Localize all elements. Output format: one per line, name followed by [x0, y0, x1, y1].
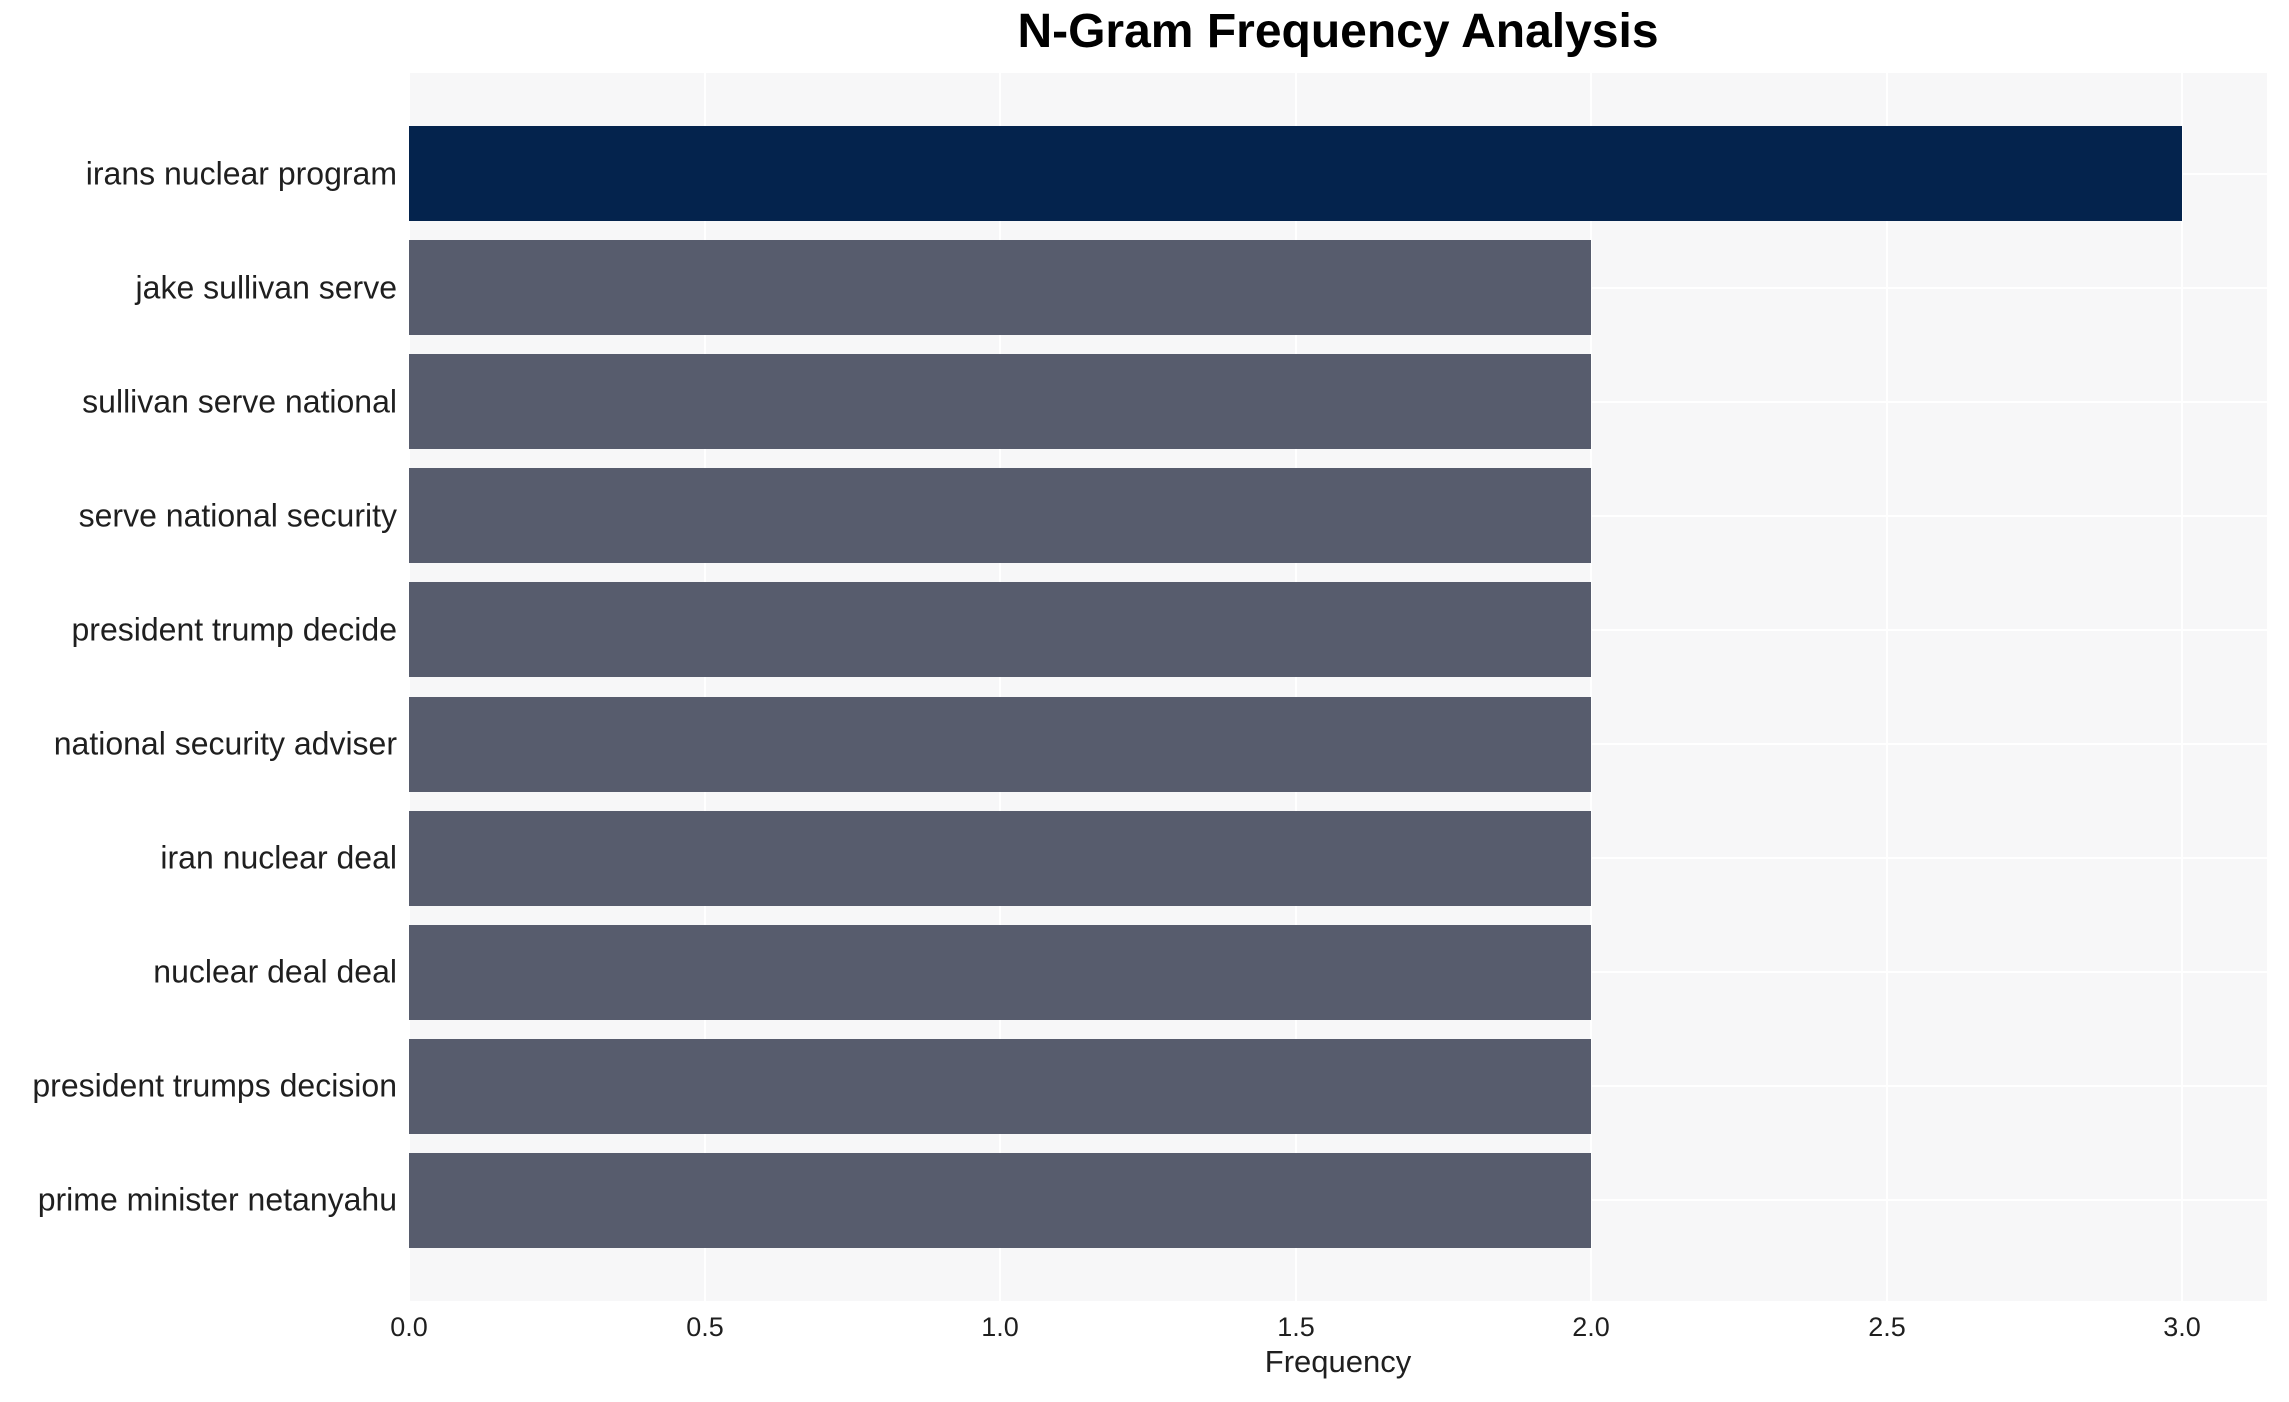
bar	[409, 126, 2182, 221]
y-tick-label: national security adviser	[53, 725, 397, 762]
plot-area	[409, 73, 2267, 1301]
bar	[409, 1153, 1591, 1248]
y-tick-label: sullivan serve national	[82, 383, 397, 420]
bar	[409, 697, 1591, 792]
gridline-vertical	[1295, 73, 1297, 1301]
y-tick-label: nuclear deal deal	[153, 953, 397, 990]
bar	[409, 811, 1591, 906]
y-tick-label: president trumps decision	[32, 1067, 397, 1104]
y-tick-label: iran nuclear deal	[160, 839, 397, 876]
bar	[409, 582, 1591, 677]
gridline-vertical	[999, 73, 1001, 1301]
x-tick-label: 0.5	[686, 1312, 724, 1342]
y-tick-label: president trump decide	[71, 611, 397, 648]
bar	[409, 354, 1591, 449]
gridline-vertical	[704, 73, 706, 1301]
gridline-vertical	[2181, 73, 2183, 1301]
y-tick-label: jake sullivan serve	[135, 269, 397, 306]
x-tick-label: 2.0	[1572, 1312, 1610, 1342]
bar	[409, 925, 1591, 1020]
bar	[409, 240, 1591, 335]
x-tick-label: 1.5	[1277, 1312, 1315, 1342]
x-tick-label: 1.0	[981, 1312, 1019, 1342]
gridline-vertical	[1590, 73, 1592, 1301]
x-tick-label: 3.0	[2163, 1312, 2201, 1342]
gridline-vertical	[1886, 73, 1888, 1301]
bar	[409, 468, 1591, 563]
bar	[409, 1039, 1591, 1134]
y-axis-labels: irans nuclear program jake sullivan serve…	[0, 0, 397, 1402]
x-axis-title: Frequency	[1264, 1344, 1412, 1379]
chart-title: N-Gram Frequency Analysis	[1017, 5, 1659, 58]
gridline-vertical	[409, 73, 410, 1301]
y-tick-label: prime minister netanyahu	[37, 1181, 397, 1218]
y-tick-label: irans nuclear program	[85, 155, 397, 192]
y-tick-label: serve national security	[78, 497, 397, 534]
x-tick-label: 2.5	[1868, 1312, 1906, 1342]
